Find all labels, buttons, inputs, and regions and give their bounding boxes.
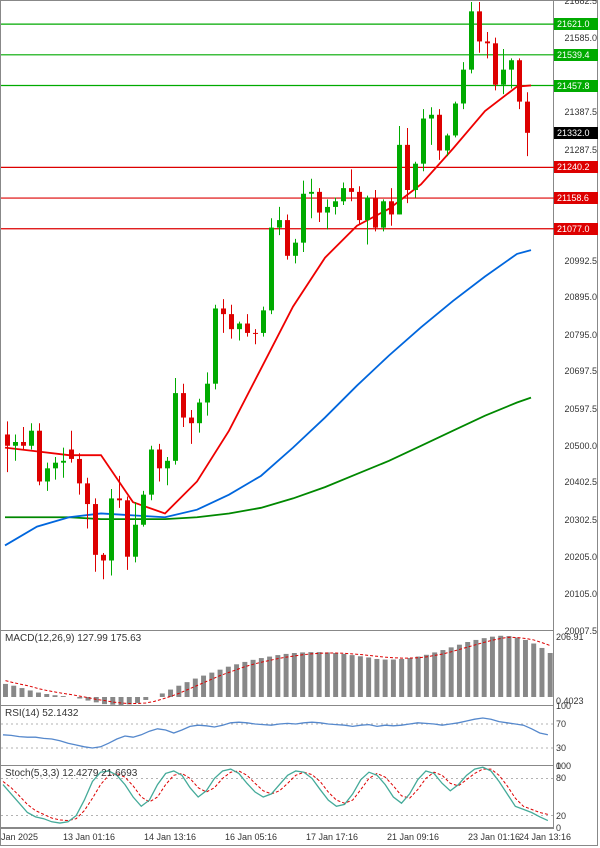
ytick: 21387.5 [564,107,597,117]
xtick: Jan 2025 [1,832,38,842]
rsi-ytick: 70 [556,719,566,729]
xtick: 21 Jan 09:16 [387,832,439,842]
macd-panel[interactable]: MACD(12,26,9) 127.99 175.63 [1,631,554,706]
ytick: 21585.0 [564,33,597,43]
ytick: 20597.5 [564,404,597,414]
xtick: 24 Jan 13:16 [519,832,571,842]
ytick: 20302.5 [564,515,597,525]
stoch-panel[interactable]: Stoch(5,3,3) 12.4279 21.6693 [1,766,554,828]
ytick: 20402.5 [564,477,597,487]
price-tag: 21240.2 [554,161,598,173]
price-chart[interactable] [1,1,554,631]
rsi-ytick: 100 [556,701,571,711]
macd-label: MACD(12,26,9) 127.99 175.63 [5,633,141,644]
ytick: 20500.0 [564,441,597,451]
price-tag: 21332.0 [554,127,598,139]
ytick: 21287.5 [564,145,597,155]
chart-window: 20007.520105.020205.020302.520402.520500… [0,0,598,846]
stoch-label: Stoch(5,3,3) 12.4279 21.6693 [5,768,137,779]
price-tag: 21077.0 [554,223,598,235]
ytick: 20795.0 [564,330,597,340]
xtick: 14 Jan 13:16 [144,832,196,842]
rsi-label: RSI(14) 52.1432 [5,708,78,719]
ytick: 21682.5 [564,0,597,6]
price-tag: 21539.4 [554,49,598,61]
stoch-ytick: 20 [556,811,566,821]
ytick: 20205.0 [564,552,597,562]
xtick: 23 Jan 01:16 [468,832,520,842]
price-yaxis: 20007.520105.020205.020302.520402.520500… [554,1,599,631]
rsi-svg [1,706,554,766]
macd-ytick-max: 206.91 [556,632,584,642]
xtick: 13 Jan 01:16 [63,832,115,842]
xtick: 16 Jan 05:16 [225,832,277,842]
rsi-ytick: 30 [556,743,566,753]
price-tag: 21457.8 [554,80,598,92]
ytick: 20105.0 [564,589,597,599]
ytick: 20992.5 [564,256,597,266]
rsi-panel[interactable]: RSI(14) 52.1432 [1,706,554,766]
stoch-ytick: 100 [556,761,571,771]
price-tag: 21158.6 [554,192,598,204]
ytick: 20697.5 [564,366,597,376]
price-svg [1,1,554,631]
stoch-ytick: 80 [556,773,566,783]
xtick: 17 Jan 17:16 [306,832,358,842]
ytick: 20895.0 [564,292,597,302]
price-tag: 21621.0 [554,18,598,30]
xaxis: Jan 2025 13 Jan 01:16 14 Jan 13:16 16 Jan 0… [1,828,554,847]
